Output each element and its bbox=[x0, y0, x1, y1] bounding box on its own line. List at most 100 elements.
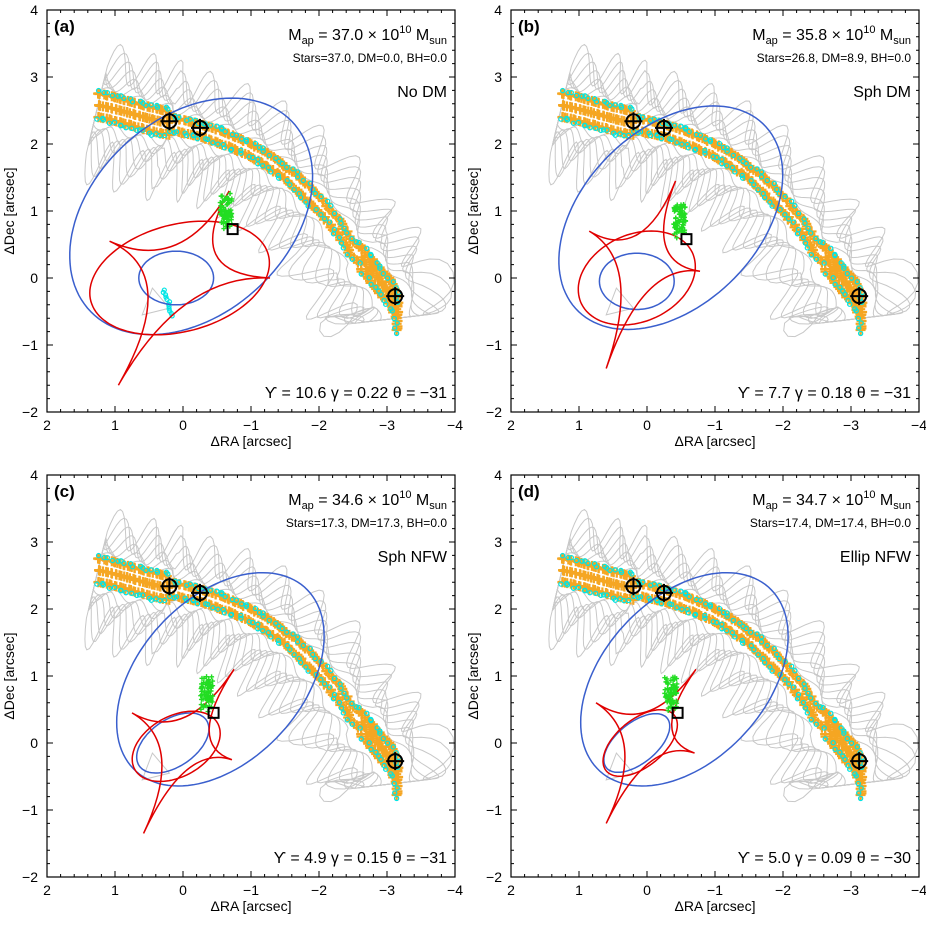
x-tick-label: −1 bbox=[243, 417, 259, 433]
observed-point bbox=[585, 560, 591, 566]
observed-point bbox=[341, 690, 347, 697]
light-contour bbox=[90, 61, 447, 324]
observed-point bbox=[294, 639, 301, 645]
image-markers bbox=[160, 112, 405, 306]
observed-point bbox=[743, 625, 749, 632]
mass-unit: M bbox=[875, 27, 893, 44]
observed-point bbox=[349, 256, 355, 262]
source-point bbox=[664, 676, 670, 682]
observed-point bbox=[855, 780, 861, 787]
x-tick-label: 1 bbox=[111, 882, 119, 898]
image-markers bbox=[624, 577, 869, 771]
observed-point bbox=[228, 611, 235, 618]
observed-point bbox=[830, 275, 836, 281]
model-point bbox=[306, 665, 317, 676]
caustic-astroid bbox=[588, 180, 701, 369]
mass-value: = 35.8 × 10 bbox=[778, 27, 864, 44]
observed-point bbox=[841, 265, 847, 271]
observed-point bbox=[214, 123, 220, 129]
model-name: Ellip NFW bbox=[840, 549, 912, 566]
observed-point bbox=[822, 271, 828, 277]
observed-point bbox=[326, 219, 333, 225]
y-tick-label: 3 bbox=[30, 534, 38, 550]
observed-point bbox=[612, 597, 619, 603]
observed-point bbox=[564, 117, 571, 123]
image-marker-cross bbox=[850, 752, 869, 771]
caustic-oval bbox=[131, 710, 221, 783]
panel-letter: (a) bbox=[54, 17, 75, 36]
observed-point bbox=[593, 564, 600, 570]
observed-point bbox=[794, 696, 801, 702]
observed-point bbox=[582, 588, 588, 594]
x-tick-label: −1 bbox=[707, 417, 723, 433]
observed-point bbox=[748, 164, 754, 170]
observed-point bbox=[94, 116, 100, 122]
observed-point bbox=[290, 166, 296, 172]
observed-point bbox=[564, 582, 571, 588]
mass-unit: M bbox=[875, 492, 893, 509]
image-marker-cross bbox=[160, 577, 179, 596]
observed-point bbox=[290, 631, 296, 637]
source-point bbox=[664, 686, 670, 692]
observed-point bbox=[758, 174, 765, 180]
x-tick-label: −2 bbox=[311, 882, 327, 898]
observed-point bbox=[724, 148, 730, 154]
y-tick-label: −1 bbox=[22, 802, 38, 818]
observed-point bbox=[682, 591, 689, 597]
observed-point bbox=[637, 594, 644, 600]
image-marker-cross bbox=[655, 118, 673, 137]
observed-point bbox=[378, 291, 384, 297]
observed-point bbox=[723, 628, 730, 634]
observed-point bbox=[707, 138, 714, 145]
observed-point bbox=[100, 582, 107, 588]
observed-point bbox=[854, 744, 861, 750]
observed-point bbox=[377, 263, 383, 269]
plot-area bbox=[69, 43, 455, 386]
observed-point bbox=[344, 717, 350, 723]
source-point bbox=[226, 200, 232, 206]
observed-point bbox=[857, 795, 864, 802]
observed-point bbox=[330, 696, 337, 702]
x-tick-label: 1 bbox=[111, 417, 119, 433]
observed-point bbox=[373, 749, 379, 755]
caustics bbox=[89, 190, 271, 386]
image-marker-cross bbox=[191, 118, 209, 137]
observed-point bbox=[755, 652, 761, 658]
observed-point bbox=[604, 592, 610, 598]
observed-point bbox=[858, 320, 864, 326]
observed-point bbox=[640, 114, 646, 120]
source-point bbox=[225, 214, 231, 220]
observed-point bbox=[95, 552, 102, 559]
observed-point bbox=[612, 567, 618, 573]
observed-point bbox=[374, 260, 380, 266]
observed-point bbox=[751, 647, 757, 653]
source-point bbox=[682, 227, 688, 233]
critical-curve-inner bbox=[603, 712, 671, 774]
observed-point bbox=[256, 609, 263, 616]
observed-point bbox=[297, 659, 304, 666]
x-tick-label: 0 bbox=[643, 417, 651, 433]
y-axis-label: ΔDec [arcsec] bbox=[1, 167, 17, 254]
x-tick-label: 0 bbox=[643, 882, 651, 898]
observed-point bbox=[820, 704, 826, 711]
source-point bbox=[678, 216, 684, 222]
caustics bbox=[595, 668, 697, 824]
observed-point bbox=[720, 144, 727, 151]
observed-point bbox=[238, 147, 244, 154]
observed-point bbox=[575, 119, 582, 126]
observed-point bbox=[129, 99, 136, 105]
observed-point bbox=[275, 637, 281, 644]
x-tick-label: −4 bbox=[447, 417, 463, 433]
model-parameters: ϒ = 7.7 γ = 0.18 θ = −31 bbox=[738, 385, 911, 402]
observed-point bbox=[841, 728, 847, 734]
y-tick-label: −2 bbox=[22, 404, 38, 420]
observed-point bbox=[808, 695, 814, 701]
observed-point bbox=[134, 592, 140, 599]
source-point bbox=[206, 677, 212, 683]
critical-curve-outer bbox=[69, 97, 314, 336]
observed-point bbox=[161, 132, 168, 139]
observed-point bbox=[259, 628, 266, 634]
observed-point bbox=[154, 567, 160, 574]
